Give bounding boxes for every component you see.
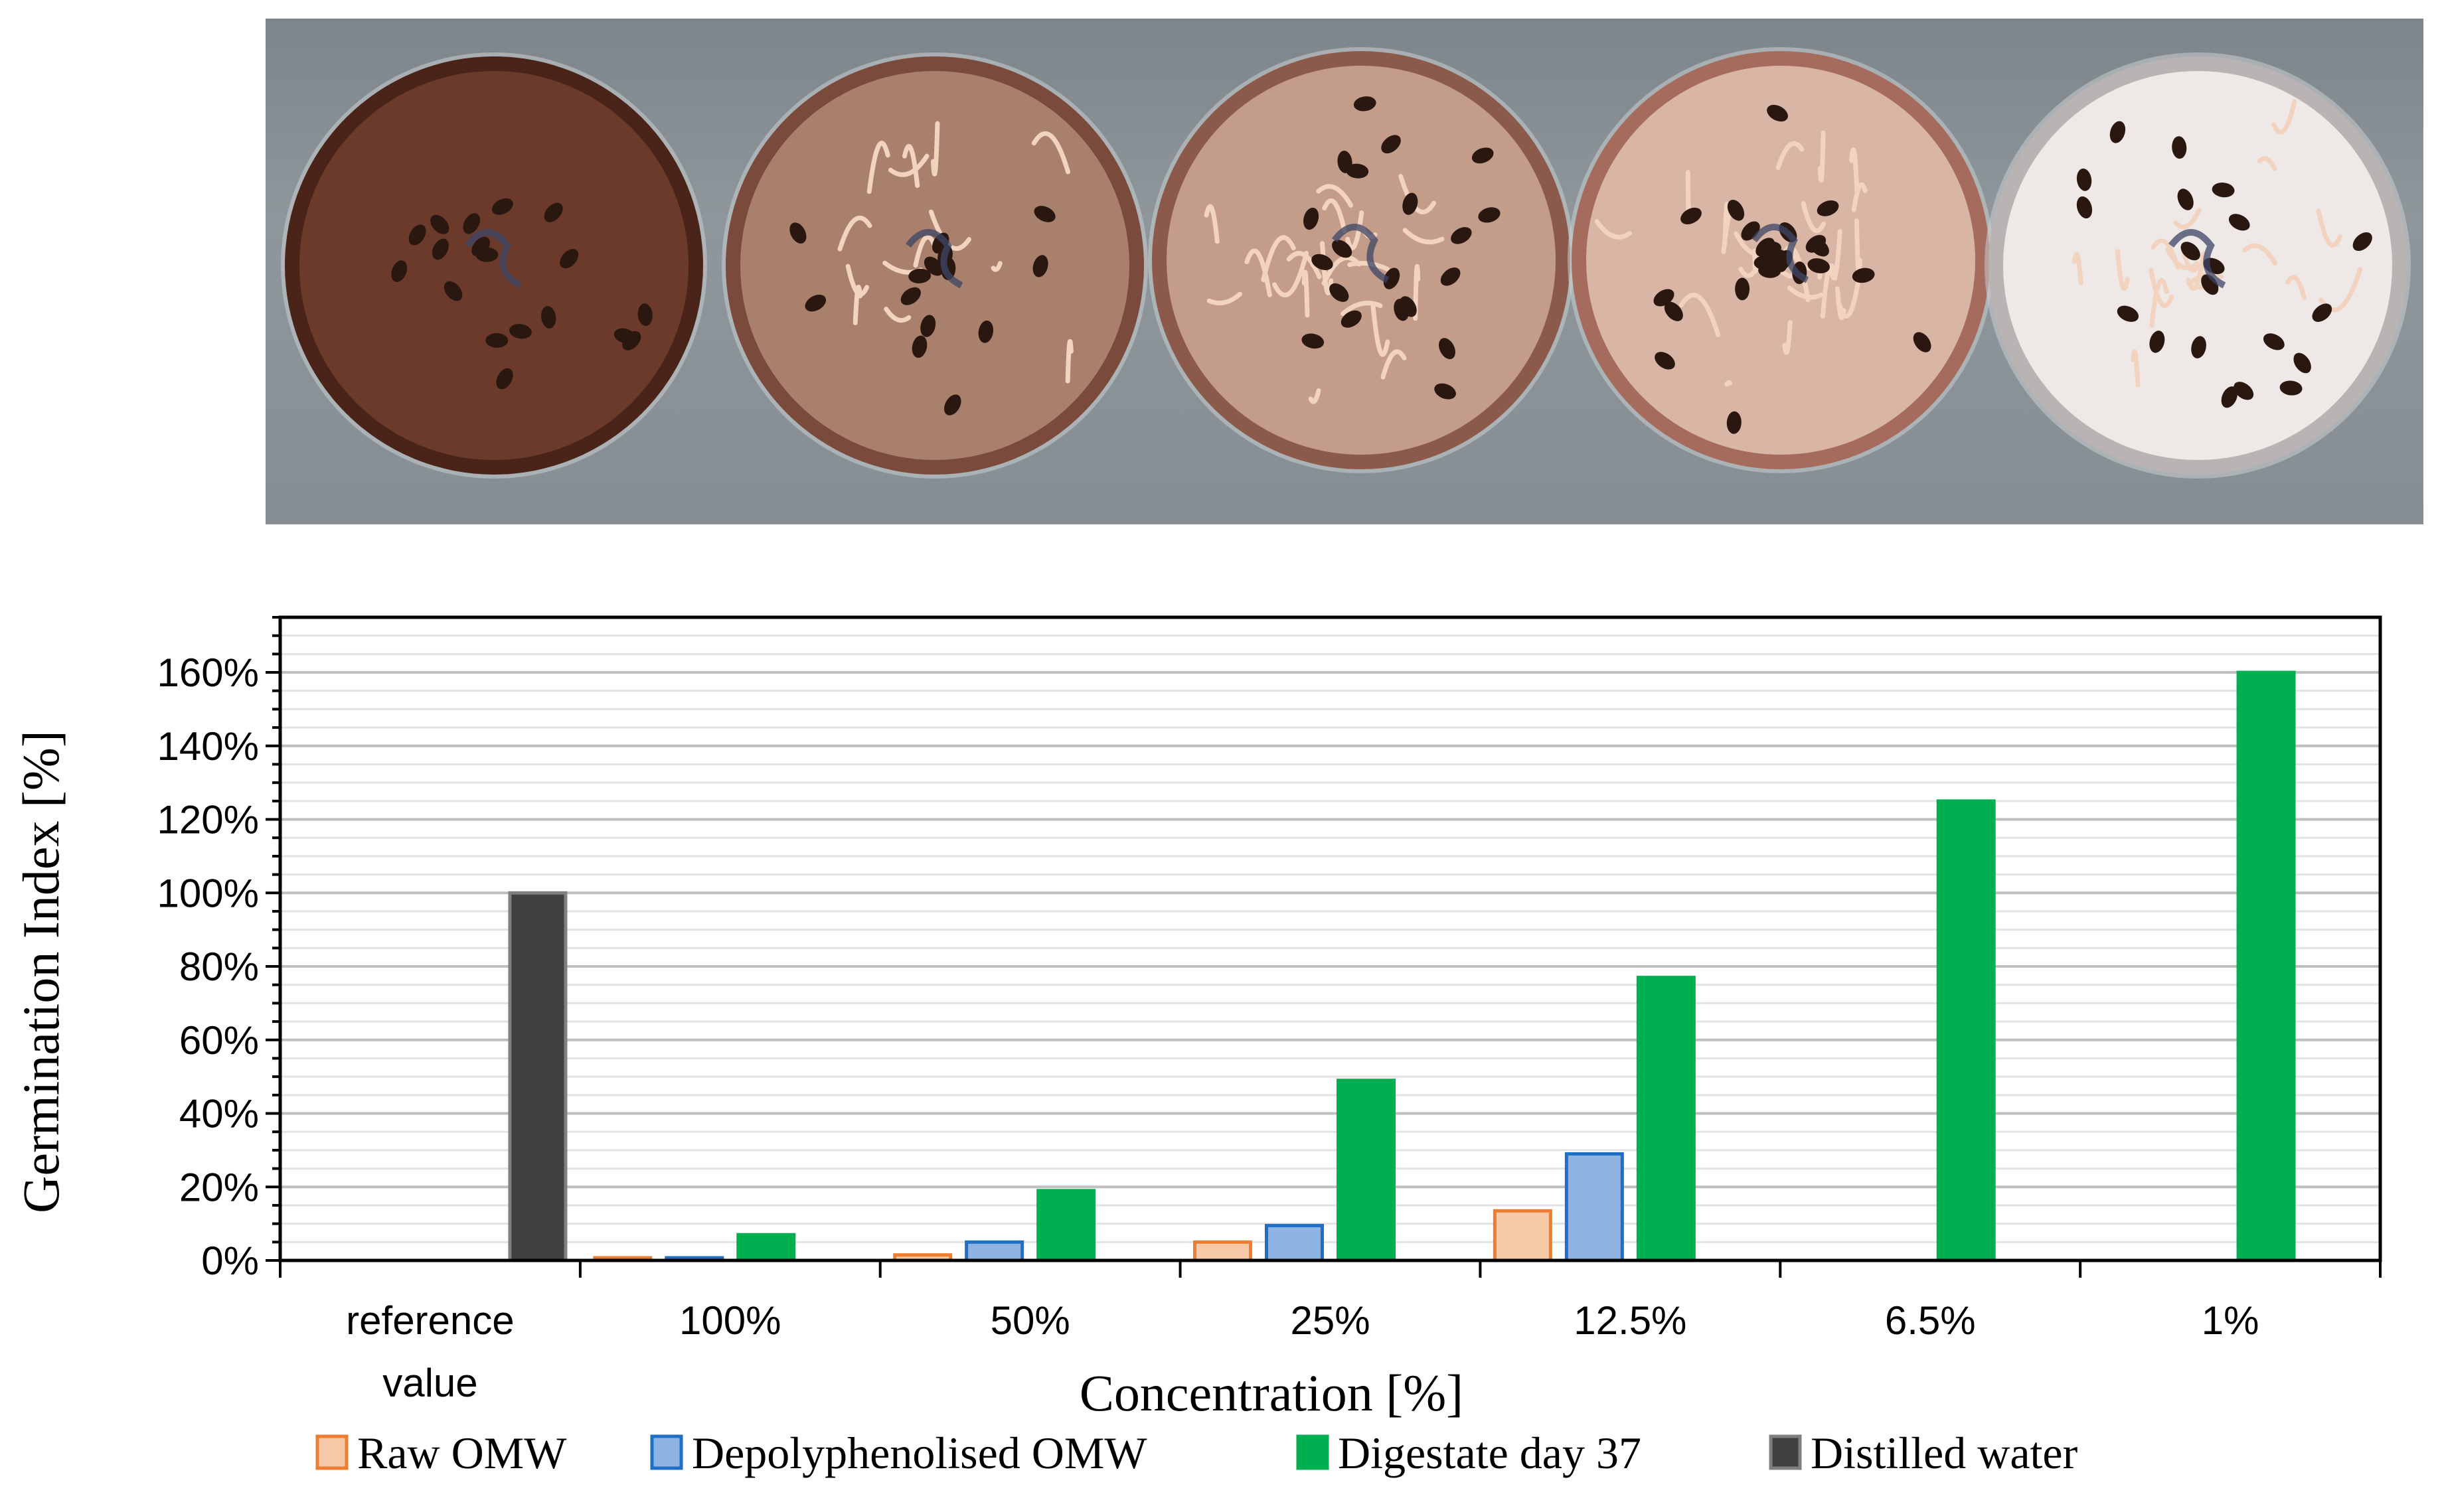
bar-depolyphenolised-omw bbox=[965, 1240, 1024, 1262]
bar-digestate-day-37 bbox=[1936, 799, 1996, 1262]
bar-digestate-day-37 bbox=[1636, 976, 1696, 1262]
y-tick-label: 40% bbox=[179, 1092, 259, 1136]
legend-swatch bbox=[1296, 1434, 1329, 1470]
legend-label: Raw OMW bbox=[357, 1428, 567, 1478]
x-tick-label: 100% bbox=[679, 1298, 781, 1343]
plot-area bbox=[280, 617, 2380, 1260]
legend-label: Distilled water bbox=[1811, 1428, 2078, 1478]
legend-swatch bbox=[1769, 1434, 1802, 1470]
y-tick-label: 160% bbox=[157, 650, 259, 695]
x-tick-label: 12.5% bbox=[1574, 1298, 1686, 1343]
bar-digestate-day-37 bbox=[1036, 1189, 1096, 1262]
petri-dish-1 bbox=[281, 52, 707, 479]
bar-digestate-day-37 bbox=[2236, 670, 2296, 1262]
x-tick-label: 6.5% bbox=[1885, 1298, 1976, 1343]
chart-legend: Raw OMW Depolyphenolised OMW Digestate day… bbox=[315, 1428, 2078, 1478]
y-axis-title: Germination Index [%] bbox=[12, 730, 70, 1213]
x-tick-label-line2: value bbox=[382, 1361, 477, 1405]
legend-label: Depolyphenolised OMW bbox=[692, 1428, 1147, 1478]
chart-bars bbox=[508, 670, 2296, 1262]
legend-swatch bbox=[315, 1434, 349, 1470]
x-tick-label: reference bbox=[346, 1298, 514, 1343]
bar-raw-omw bbox=[1493, 1209, 1552, 1262]
chart-axes: 0% 20% 40% 60% 80% 100% 120% 140% 160% reference v… bbox=[157, 615, 2382, 1405]
petri-dish-2 bbox=[722, 52, 1148, 479]
x-tick-label: 50% bbox=[991, 1298, 1070, 1343]
legend-label: Digestate day 37 bbox=[1338, 1428, 1641, 1478]
y-tick-label: 140% bbox=[157, 724, 259, 769]
bar-distilled-water bbox=[508, 891, 568, 1262]
petri-dish-photo bbox=[266, 19, 2423, 524]
y-tick-label: 60% bbox=[179, 1018, 259, 1063]
bar-digestate-day-37 bbox=[736, 1233, 796, 1262]
bar-depolyphenolised-omw bbox=[1265, 1223, 1324, 1262]
y-tick-label: 120% bbox=[157, 798, 259, 842]
petri-dish-photo-svg bbox=[281, 47, 2411, 479]
y-tick-label: 100% bbox=[157, 871, 259, 915]
bar-digestate-day-37 bbox=[1337, 1079, 1396, 1262]
bar-depolyphenolised-omw bbox=[1564, 1152, 1624, 1262]
legend-swatch bbox=[650, 1434, 683, 1470]
bar-raw-omw bbox=[1193, 1240, 1252, 1262]
petri-dish-4 bbox=[1568, 47, 1994, 473]
y-tick-label: 0% bbox=[201, 1239, 259, 1283]
chart-gridlines bbox=[280, 617, 2380, 1260]
petri-dish-5 bbox=[1985, 52, 2411, 479]
germination-index-chart: 0% 20% 40% 60% 80% 100% 120% 140% 160% reference v… bbox=[12, 615, 2382, 1478]
y-tick-label: 20% bbox=[179, 1165, 259, 1209]
x-tick-label: 25% bbox=[1290, 1298, 1370, 1343]
y-tick-label: 80% bbox=[179, 945, 259, 989]
x-tick-label: 1% bbox=[2202, 1298, 2259, 1343]
petri-dish-3 bbox=[1148, 47, 1574, 473]
x-axis-title: Concentration [%] bbox=[1080, 1364, 1463, 1422]
